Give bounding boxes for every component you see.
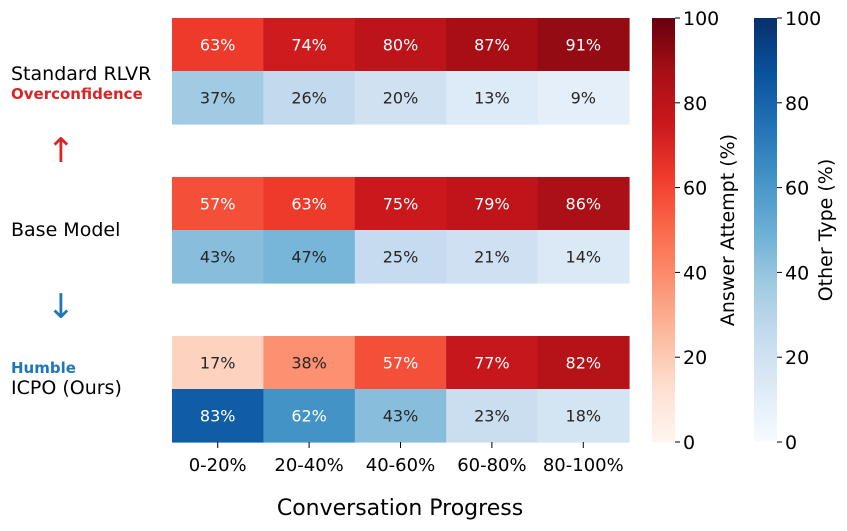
cell-value-label: 47%	[291, 248, 327, 267]
cell-value-label: 18%	[566, 407, 602, 426]
heatmap-cell	[354, 177, 447, 231]
cell-value-label: 83%	[200, 407, 236, 426]
heatmap-cell	[172, 336, 264, 390]
colorbar-tick-label: 40	[683, 262, 707, 284]
cell-value-label: 37%	[200, 89, 236, 108]
heatmap-cell	[354, 230, 447, 284]
x-tick-label: 40-60%	[366, 455, 435, 476]
row-label-standard-rlvr: Standard RLVR	[11, 63, 151, 85]
x-tick-label: 20-40%	[274, 455, 343, 476]
colorbar-answer-attempt	[652, 18, 675, 442]
heatmap-cell	[537, 389, 630, 443]
heatmap-cell	[172, 389, 264, 443]
heatmap-cell	[263, 389, 356, 443]
heatmap-cell	[172, 230, 264, 284]
heatmap-cell	[172, 177, 264, 231]
heatmap-cell	[172, 71, 264, 125]
cell-value-label: 79%	[474, 195, 510, 214]
cell-value-label: 74%	[291, 36, 327, 55]
heatmap-cell	[446, 336, 539, 390]
heatmap-cell	[537, 230, 630, 284]
heatmap-cell	[263, 230, 356, 284]
heatmap-cell	[446, 230, 539, 284]
heatmap-cell	[354, 71, 447, 125]
cell-value-label: 87%	[474, 36, 510, 55]
x-tick-label: 60-80%	[457, 455, 526, 476]
colorbar-tick-label: 80	[785, 93, 809, 115]
heatmap-cell	[537, 71, 630, 125]
colorbar-label: Answer Attempt (%)	[717, 134, 739, 326]
colorbar-tick-label: 20	[683, 347, 707, 369]
colorbar-tick-label: 100	[683, 8, 719, 30]
cell-value-label: 20%	[383, 89, 419, 108]
heatmap-cell	[263, 336, 356, 390]
cell-value-label: 86%	[566, 195, 602, 214]
heatmap-cell	[354, 336, 447, 390]
x-tick-label: 80-100%	[543, 455, 624, 476]
cell-value-label: 62%	[291, 407, 327, 426]
cell-value-label: 91%	[566, 36, 602, 55]
cell-value-label: 23%	[474, 407, 510, 426]
cell-value-label: 75%	[383, 195, 419, 214]
row-label-base-model: Base Model	[11, 219, 120, 241]
heatmap-cell	[537, 177, 630, 231]
colorbar-tick-label: 60	[785, 178, 809, 200]
colorbar-tick-label: 0	[785, 432, 797, 454]
cell-value-label: 26%	[291, 89, 327, 108]
heatmap-cell	[446, 177, 539, 231]
cell-value-label: 17%	[200, 354, 236, 373]
colorbar-other-type	[754, 18, 777, 442]
heatmap-cell	[537, 18, 630, 72]
heatmap-cell	[172, 18, 264, 72]
colorbar-tick-label: 40	[785, 262, 809, 284]
cell-value-label: 13%	[474, 89, 510, 108]
cell-value-label: 63%	[291, 195, 327, 214]
cell-value-label: 38%	[291, 354, 327, 373]
cell-value-label: 25%	[383, 248, 419, 267]
cell-value-label: 9%	[571, 89, 596, 108]
colorbar-tick-label: 80	[683, 93, 707, 115]
cell-value-label: 82%	[566, 354, 602, 373]
tag-overconfidence: Overconfidence	[11, 85, 143, 103]
heatmap-cell	[446, 389, 539, 443]
cell-value-label: 80%	[383, 36, 419, 55]
cell-value-label: 43%	[200, 248, 236, 267]
heatmap-cell	[446, 18, 539, 72]
colorbar-tick-label: 60	[683, 178, 707, 200]
heatmap-cell	[537, 336, 630, 390]
heatmap-cell	[263, 177, 356, 231]
tag-humble: Humble	[11, 359, 76, 377]
heatmap-cell	[354, 18, 447, 72]
colorbar-tick-label: 100	[785, 8, 821, 30]
cell-value-label: 14%	[566, 248, 602, 267]
cell-value-label: 63%	[200, 36, 236, 55]
colorbar-tick-label: 20	[785, 347, 809, 369]
cell-value-label: 43%	[383, 407, 419, 426]
cell-value-label: 77%	[474, 354, 510, 373]
down-arrow-icon: ↓	[47, 287, 76, 327]
colorbar-label: Other Type (%)	[815, 159, 837, 302]
heatmap-cell	[263, 71, 356, 125]
cell-value-label: 21%	[474, 248, 510, 267]
heatmap-cell	[263, 18, 356, 72]
x-tick-label: 0-20%	[189, 455, 247, 476]
heatmap-cell	[446, 71, 539, 125]
up-arrow-icon: ↑	[47, 131, 76, 171]
row-label-icpo: ICPO (Ours)	[11, 377, 122, 399]
x-axis-title: Conversation Progress	[277, 496, 523, 521]
cell-value-label: 57%	[383, 354, 419, 373]
colorbar-tick-label: 0	[683, 432, 695, 454]
cell-value-label: 57%	[200, 195, 236, 214]
heatmap-cell	[354, 389, 447, 443]
